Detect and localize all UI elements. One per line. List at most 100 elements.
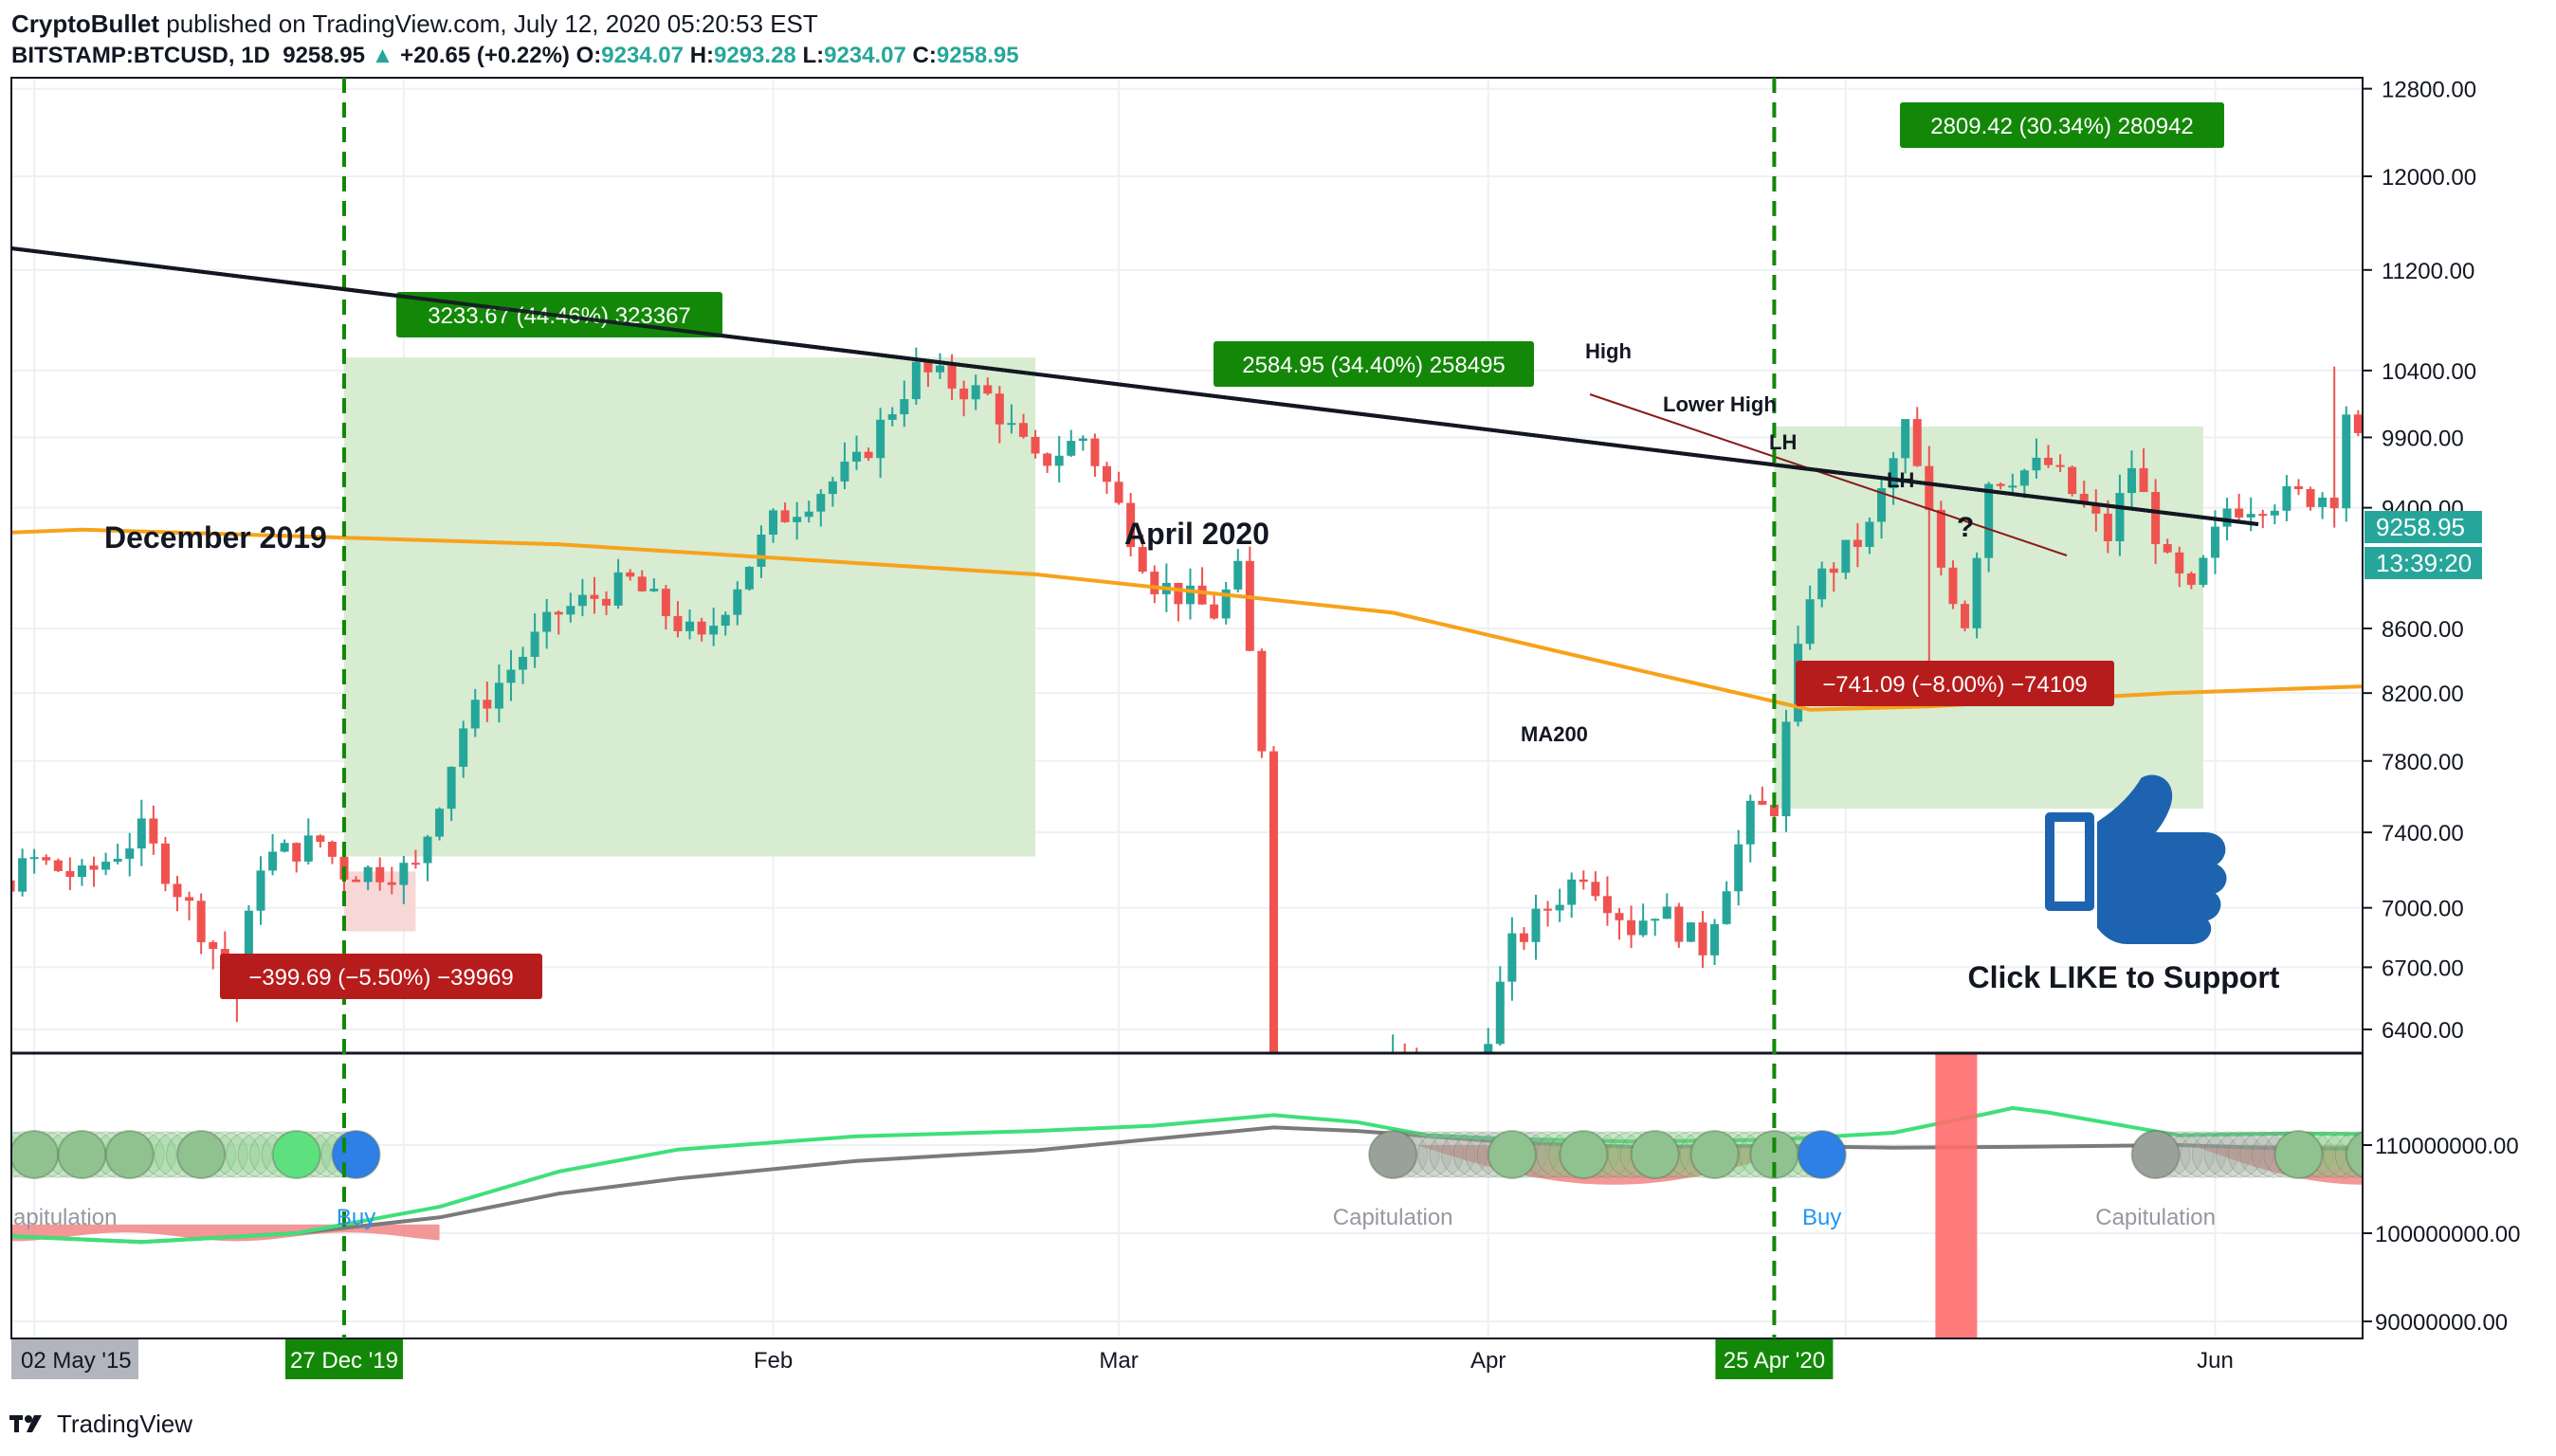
candle[interactable] [1174,582,1183,605]
indicator-signal-dot[interactable] [104,1130,155,1179]
candle[interactable] [519,656,528,670]
candle[interactable] [590,594,599,599]
candle[interactable] [2342,414,2351,509]
indicator-signal-dot[interactable] [2273,1130,2324,1179]
candle[interactable] [2437,479,2446,492]
candle[interactable] [542,611,552,632]
candle[interactable] [887,414,897,420]
candle[interactable] [637,576,647,592]
candle[interactable] [983,385,993,394]
candle[interactable] [0,881,3,897]
candle[interactable] [352,879,361,883]
candle[interactable] [256,870,265,911]
candle[interactable] [1698,922,1707,956]
candle[interactable] [1257,650,1267,752]
candle[interactable] [911,361,921,400]
thumbs-up-icon[interactable] [2045,774,2227,944]
candle[interactable] [1054,455,1064,466]
candle[interactable] [793,517,802,522]
candle[interactable] [2293,485,2303,489]
candle[interactable] [125,848,135,859]
symbol-label[interactable]: BITSTAMP:BTCUSD, 1D [11,43,270,68]
candle[interactable] [1853,539,1862,547]
candle[interactable] [721,614,730,627]
candle[interactable] [470,700,480,729]
candle[interactable] [626,572,635,577]
candle[interactable] [447,766,456,810]
candle[interactable] [1138,547,1147,573]
candle[interactable] [1090,438,1100,466]
candle[interactable] [1948,567,1958,605]
candle[interactable] [697,621,706,635]
candle[interactable] [816,494,826,512]
candle[interactable] [2521,487,2529,499]
candle[interactable] [2318,497,2328,507]
candle[interactable] [613,572,623,606]
last-price-badge[interactable] [2364,511,2482,543]
candle[interactable] [936,365,944,373]
candle[interactable] [923,361,933,373]
candle[interactable] [1722,891,1731,924]
candle[interactable] [1972,557,1981,628]
candle[interactable] [1078,438,1087,442]
candle[interactable] [1282,1248,1290,1391]
candle[interactable] [1067,441,1076,456]
candle[interactable] [209,941,218,950]
candle[interactable] [2210,526,2219,558]
candle[interactable] [1865,521,1874,547]
candle[interactable] [2485,464,2493,474]
candle[interactable] [2414,488,2422,493]
candle[interactable] [1651,919,1660,921]
candle[interactable] [1245,560,1254,651]
candle[interactable] [316,835,325,843]
candle[interactable] [18,858,27,892]
candle[interactable] [2545,504,2553,527]
candle[interactable] [1102,465,1111,482]
candle[interactable] [77,865,86,878]
candle[interactable] [29,857,39,860]
candle[interactable] [2258,514,2268,517]
candle[interactable] [840,461,849,482]
ma200-line[interactable] [0,527,2556,712]
candle[interactable] [1365,1089,1374,1102]
candle[interactable] [661,589,670,616]
candle[interactable] [1996,483,2005,486]
candle[interactable] [769,510,778,536]
candle[interactable] [1210,604,1219,619]
candle[interactable] [995,393,1004,425]
candle[interactable] [1662,906,1671,919]
candle[interactable] [2175,552,2184,573]
candle[interactable] [2474,460,2482,463]
candle[interactable] [1388,1051,1397,1077]
candle[interactable] [852,451,862,462]
candle[interactable] [1126,502,1136,548]
candle[interactable] [602,598,612,606]
candle[interactable] [1615,913,1624,920]
indicator-signal-dot[interactable] [10,1130,60,1179]
candle[interactable] [101,862,111,870]
candle[interactable] [2079,494,2089,504]
candle[interactable] [1519,933,1528,942]
candle[interactable] [459,728,468,767]
candle[interactable] [1460,1110,1469,1112]
candle[interactable] [2353,414,2363,433]
lower-high-trendline[interactable] [1589,393,2068,556]
candle[interactable] [42,857,51,861]
candle[interactable] [1591,882,1600,897]
indicator-signal-dot[interactable] [1487,1130,1537,1179]
candle[interactable] [2449,460,2457,492]
candle[interactable] [673,615,683,631]
candle[interactable] [435,809,445,837]
candle[interactable] [2282,485,2291,511]
candle[interactable] [411,863,420,865]
candle[interactable] [1472,1073,1481,1111]
candle[interactable] [1495,981,1505,1045]
candle[interactable] [828,481,837,495]
candle[interactable] [2151,492,2161,545]
candle[interactable] [1555,904,1564,911]
candle[interactable] [268,851,278,871]
candle[interactable] [7,880,15,892]
candle[interactable] [2163,544,2172,553]
candle[interactable] [1018,423,1028,437]
candle[interactable] [2139,467,2148,493]
